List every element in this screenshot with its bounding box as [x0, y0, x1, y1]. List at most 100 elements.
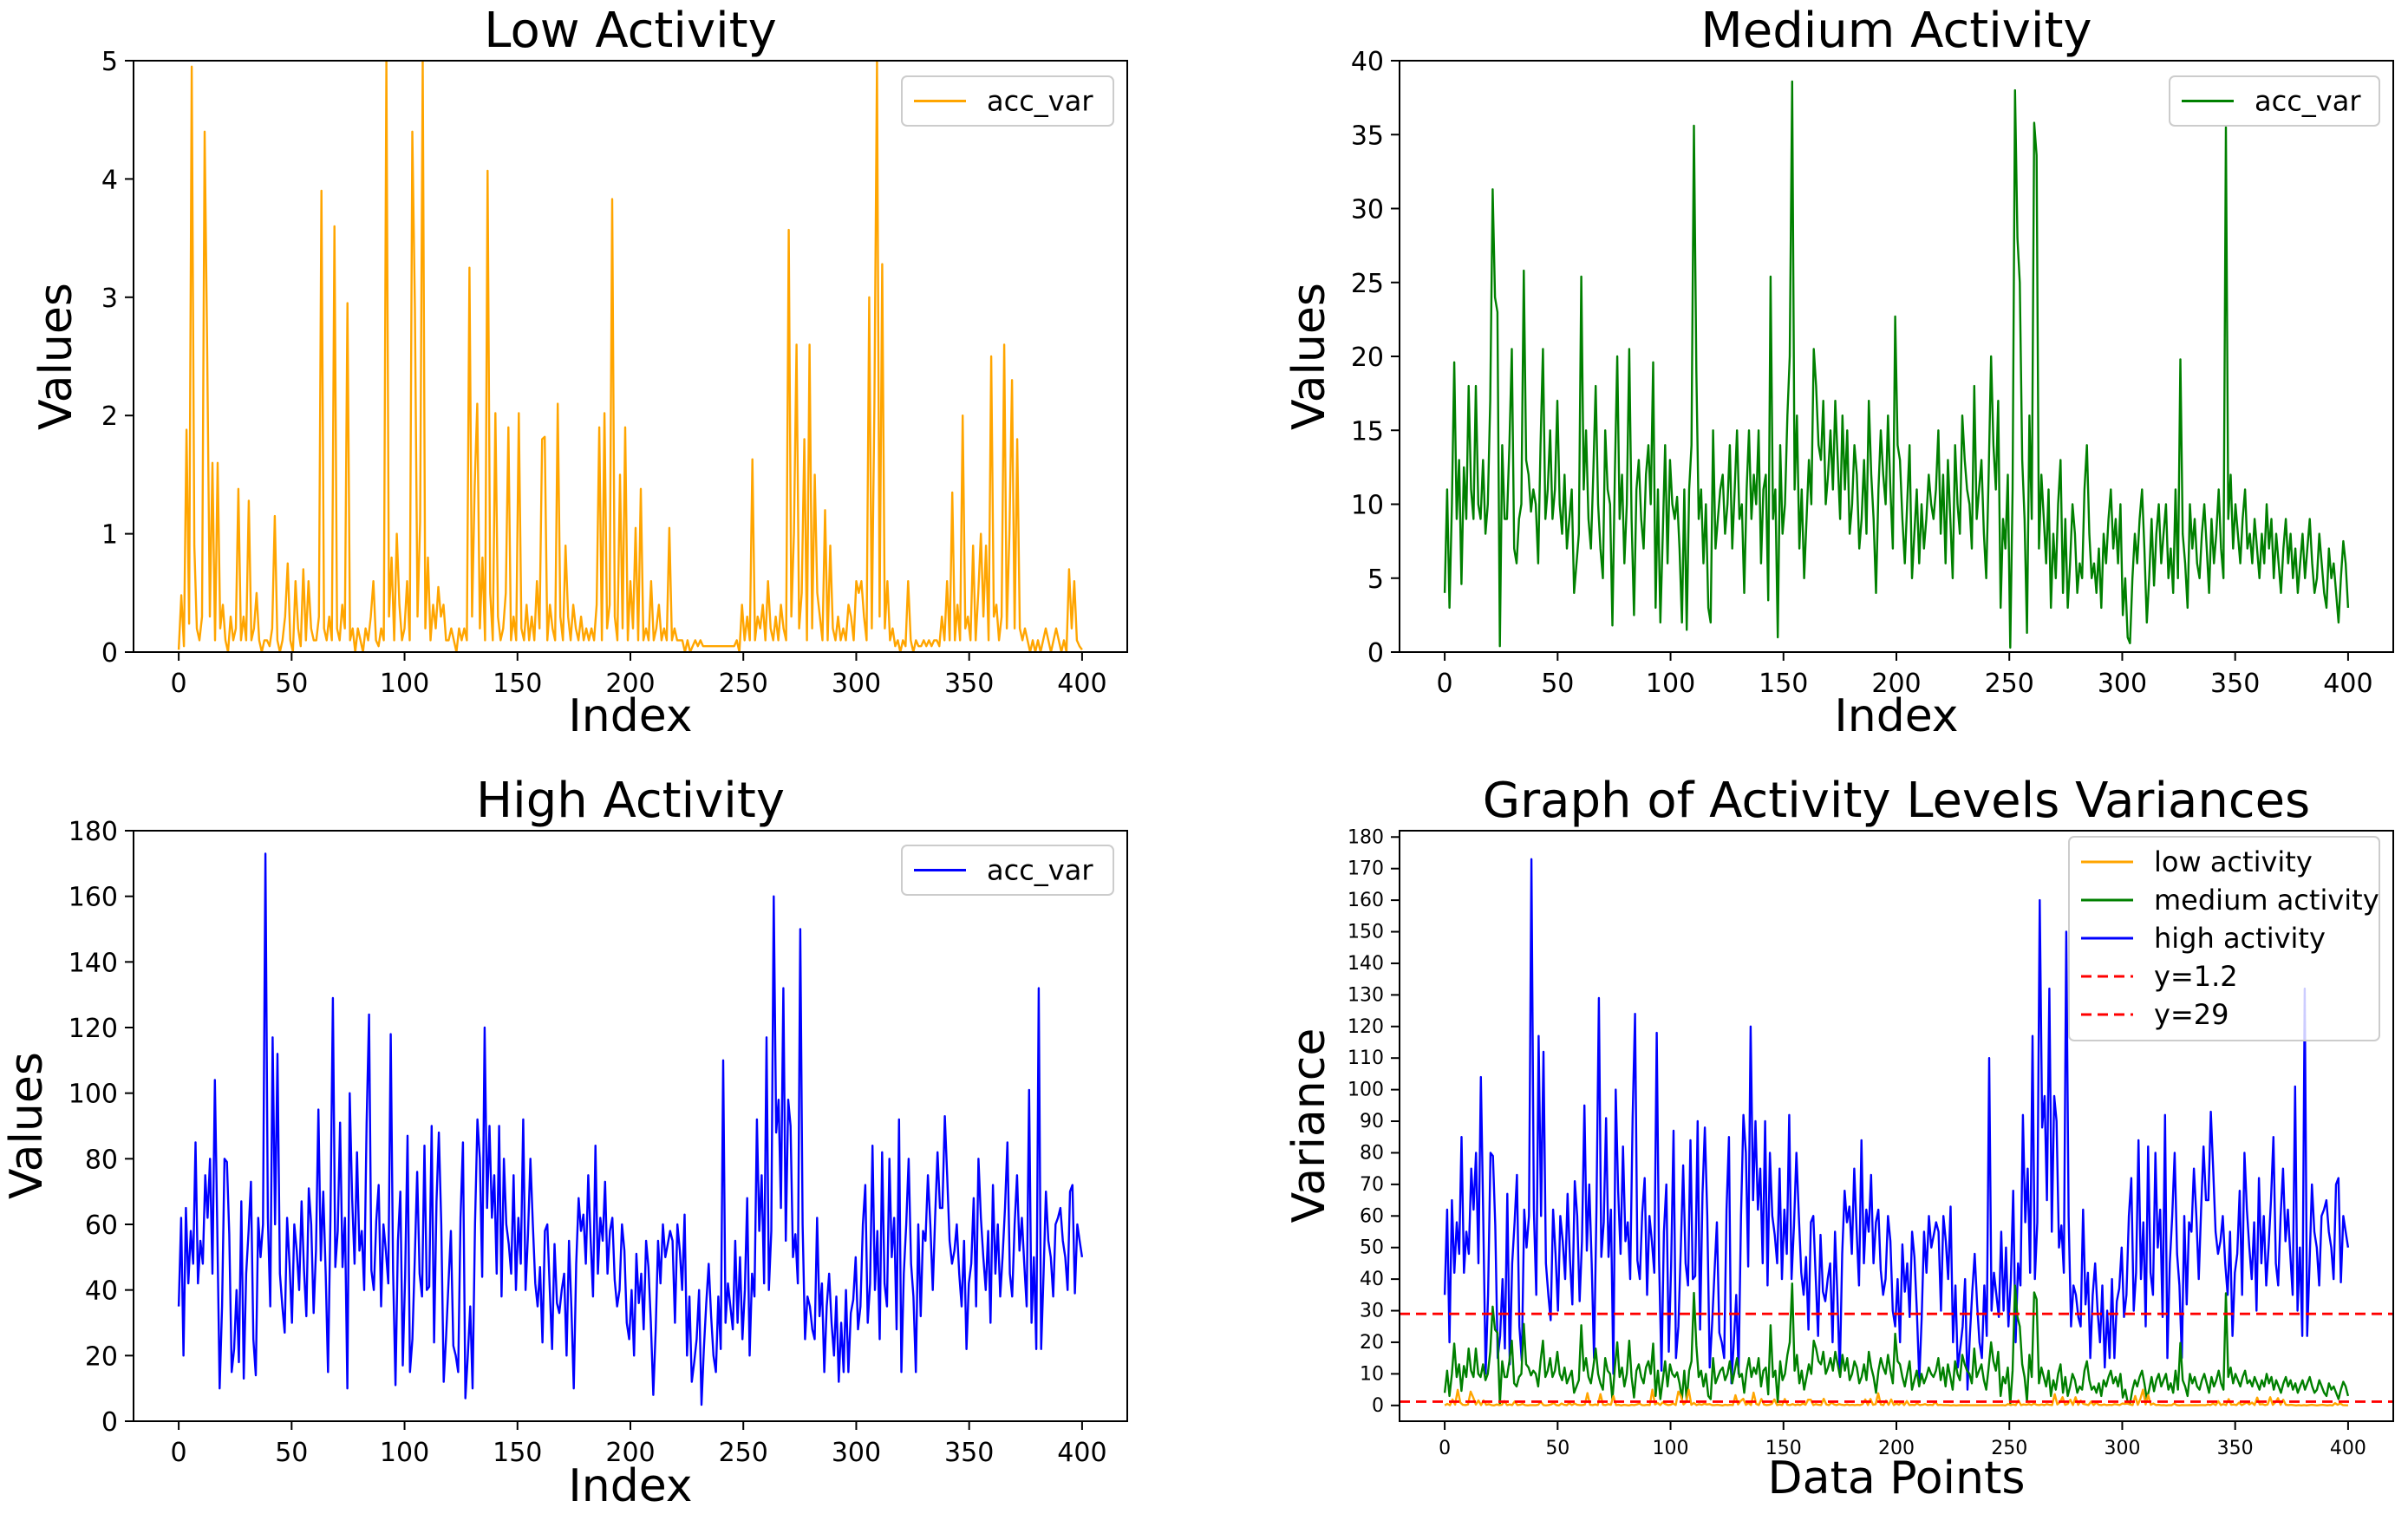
legend-frame [901, 75, 1114, 127]
y-axis-label: Values [1283, 283, 1335, 430]
x-tick-label: 50 [275, 669, 308, 699]
y-tick-label: 40 [1360, 1269, 1384, 1290]
y-tick-label: 0 [101, 1407, 118, 1438]
chart-title: Graph of Activity Levels Variances [1483, 773, 2310, 829]
x-tick-label: 0 [1437, 669, 1453, 699]
legend-label: y=29 [2154, 998, 2229, 1031]
plot-frame [133, 60, 1128, 653]
x-tick-label: 50 [275, 1438, 308, 1468]
legend-frame [2169, 75, 2380, 127]
legend-frame [2068, 836, 2380, 1041]
x-tick-label: 200 [1871, 669, 1921, 699]
series-line-high-activity [1443, 858, 2350, 1391]
x-tick-label: 150 [493, 669, 542, 699]
series-line-acc-var [1443, 80, 2350, 649]
y-tick-label: 80 [85, 1145, 118, 1175]
y-axis-label: Values [30, 283, 82, 430]
legend-label: high activity [2154, 922, 2326, 955]
y-tick-label: 15 [1351, 416, 1384, 447]
x-tick-label: 0 [171, 1438, 187, 1468]
combined-variance-panel: 0 50 100 150 200 250 300 350 400 0 10 20 30 40 50 60 70 8… [1283, 773, 2394, 1504]
chart-title: Medium Activity [1700, 3, 2092, 59]
y-tick-label: 30 [1351, 195, 1384, 225]
y-tick-label: 0 [101, 638, 118, 669]
x-tick-label: 50 [1545, 1438, 1569, 1459]
y-tick-label: 100 [69, 1080, 118, 1110]
y-tick-label: 160 [1348, 890, 1384, 911]
y-tick-label: 90 [1360, 1111, 1384, 1132]
x-tick-label: 150 [1765, 1438, 1802, 1459]
y-tick-label: 140 [69, 948, 118, 978]
x-tick-label: 100 [380, 669, 429, 699]
x-tick-label: 250 [1985, 669, 2034, 699]
x-axis-label: Data Points [1768, 1452, 2026, 1504]
y-tick-label: 10 [1360, 1363, 1384, 1385]
x-tick-label: 300 [832, 669, 881, 699]
y-tick-label: 4 [101, 165, 118, 195]
x-tick-label: 200 [605, 1438, 655, 1468]
y-tick-label: 60 [85, 1211, 118, 1241]
x-tick-label: 350 [2217, 1438, 2254, 1459]
y-tick-label: 180 [69, 817, 118, 847]
y-tick-label: 5 [101, 47, 118, 77]
x-tick-label: 200 [605, 669, 655, 699]
plot-lines [177, 61, 1083, 652]
y-tick-label: 1 [101, 520, 118, 551]
x-tick-label: 300 [2104, 1438, 2140, 1459]
y-tick-label: 0 [1372, 1395, 1384, 1417]
y-tick-label: 10 [1351, 491, 1384, 521]
series-line-acc-var [177, 852, 1084, 1406]
medium-activity-panel: 0 50 100 150 200 250 300 350 400 0 5 10 15 20 25 30 35 40… [1283, 3, 2394, 742]
plot-lines [1443, 858, 2350, 1407]
x-axis-label: Index [1834, 690, 1958, 742]
y-tick-label: 100 [1348, 1080, 1384, 1101]
high-activity-panel: 0 50 100 150 200 250 300 350 400 0 20 40 60 80 100 120 1… [1, 773, 1128, 1512]
chart-title: Low Activity [484, 3, 777, 59]
y-tick-label: 50 [1360, 1237, 1384, 1259]
y-tick-label: 30 [1360, 1301, 1384, 1322]
y-tick-label: 35 [1351, 121, 1384, 151]
x-tick-label: 100 [1653, 1438, 1689, 1459]
y-tick-label: 0 [1367, 638, 1384, 669]
y-tick-label: 180 [1348, 826, 1384, 848]
legend-frame [901, 845, 1114, 896]
x-tick-label: 400 [1057, 669, 1106, 699]
x-tick-label: 350 [2210, 669, 2260, 699]
y-tick-label: 120 [1348, 1016, 1384, 1038]
chart-title: High Activity [476, 773, 785, 829]
y-tick-label: 120 [69, 1014, 118, 1044]
x-axis-label: Index [568, 1460, 692, 1512]
y-tick-label: 170 [1348, 858, 1384, 880]
x-tick-label: 300 [2098, 669, 2147, 699]
y-tick-label: 2 [101, 401, 118, 432]
legend: acc_var [901, 845, 1114, 896]
x-tick-label: 150 [493, 1438, 542, 1468]
legend-label: y=1.2 [2154, 960, 2238, 993]
y-tick-label: 140 [1348, 953, 1384, 975]
y-tick-label: 20 [85, 1341, 118, 1372]
legend: acc_var [901, 75, 1114, 127]
x-tick-label: 400 [2323, 669, 2372, 699]
x-tick-label: 400 [1057, 1438, 1106, 1468]
x-tick-label: 50 [1541, 669, 1574, 699]
series-line-acc-var [177, 61, 1083, 652]
plot-lines [1443, 80, 2350, 649]
legend-label: acc_var [987, 854, 1093, 887]
y-tick-label: 20 [1360, 1332, 1384, 1354]
x-tick-label: 350 [944, 1438, 994, 1468]
x-tick-label: 250 [1991, 1438, 2027, 1459]
y-tick-label: 150 [1348, 922, 1384, 943]
legend: low activity medium activity high activity… [2068, 836, 2380, 1041]
series-line-medium-activity [1443, 1282, 2350, 1406]
y-tick-label: 5 [1367, 564, 1384, 595]
x-tick-label: 250 [719, 669, 768, 699]
y-tick-label: 25 [1351, 269, 1384, 299]
x-tick-label: 100 [1646, 669, 1695, 699]
y-tick-label: 130 [1348, 984, 1384, 1006]
y-tick-label: 40 [85, 1276, 118, 1307]
x-tick-label: 150 [1759, 669, 1808, 699]
y-tick-label: 20 [1351, 343, 1384, 373]
legend-label: low activity [2154, 845, 2313, 878]
y-tick-label: 80 [1360, 1142, 1384, 1164]
